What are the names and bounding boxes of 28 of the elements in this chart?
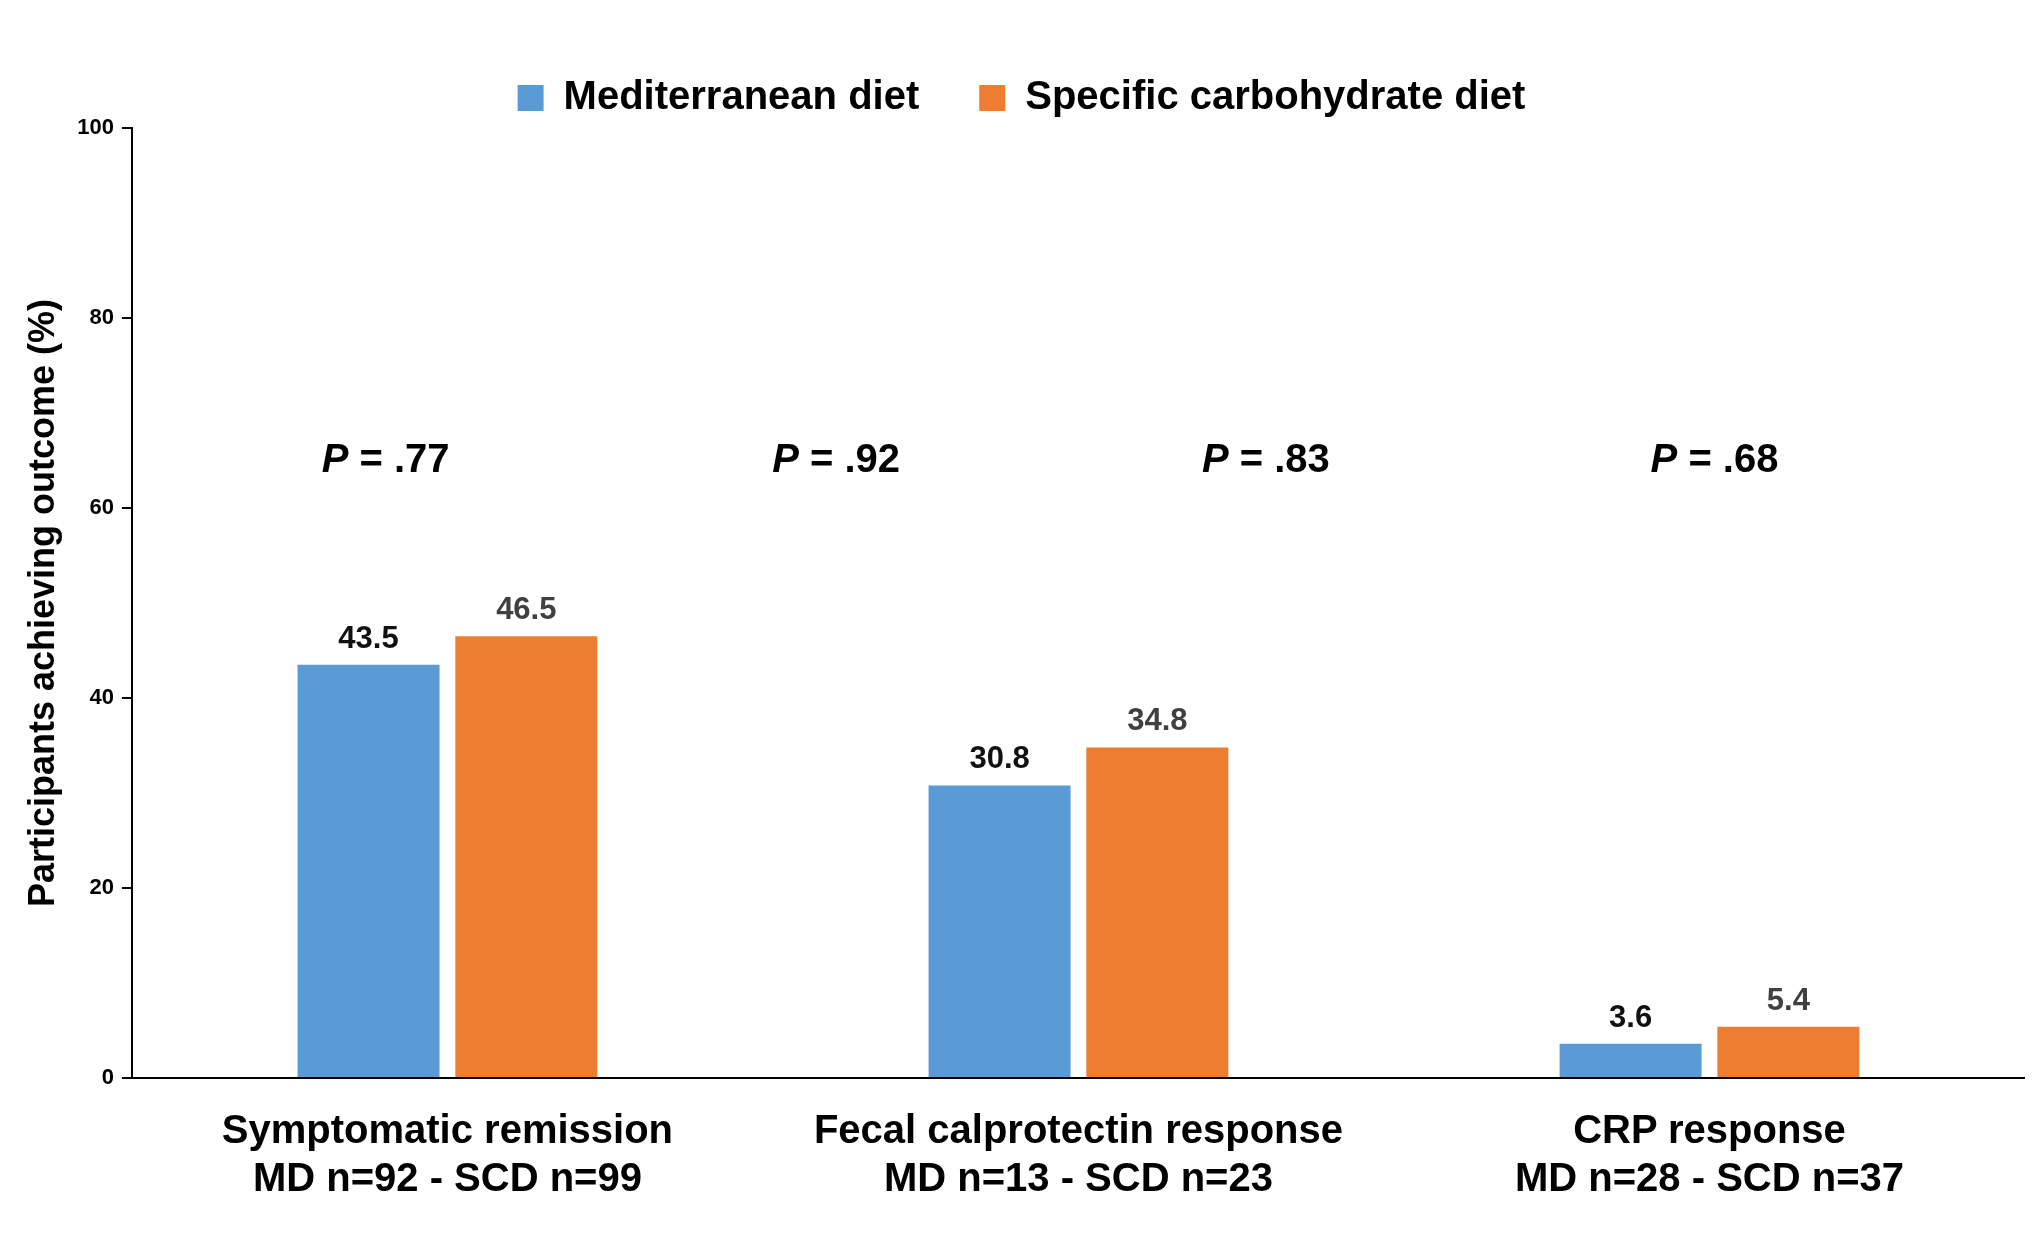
data-label: 5.4	[1766, 981, 1811, 1017]
y-tick-label: 60	[89, 494, 114, 520]
annotation: P = .83	[1201, 435, 1330, 480]
bar	[297, 664, 440, 1077]
data-label: 34.8	[1127, 702, 1188, 738]
bar	[1717, 1026, 1860, 1077]
y-tick-label: 100	[77, 114, 114, 140]
y-tick-label: 0	[101, 1064, 114, 1090]
y-axis-title: Participants achieving outcome (%)	[20, 298, 62, 908]
y-tick-label: 40	[89, 684, 114, 710]
y-tick-label: 20	[89, 874, 114, 900]
data-label: 3.6	[1609, 998, 1653, 1034]
x-tick-label: Symptomatic remission MD n=92 - SCD n=99	[221, 1107, 674, 1200]
legend-label: Specific carbohydrate diet	[1025, 73, 1526, 118]
data-label: 30.8	[969, 740, 1030, 776]
bar	[455, 636, 598, 1077]
data-label: 46.5	[496, 591, 557, 627]
data-label: 43.5	[338, 619, 399, 655]
annotation: P = .77	[321, 435, 450, 480]
y-tick-label: 80	[89, 304, 114, 330]
annotation: P = .68	[1650, 435, 1779, 480]
legend-label: Mediterranean diet	[563, 73, 920, 118]
x-tick-label: CRP response MD n=28 - SCD n=37	[1514, 1107, 1904, 1200]
bar	[1559, 1043, 1702, 1077]
bar	[1086, 747, 1229, 1077]
annotation: P = .92	[772, 435, 901, 480]
bar	[928, 785, 1071, 1077]
x-tick-label: Fecal calprotectin response MD n=13 - SCD n=23	[813, 1107, 1343, 1200]
